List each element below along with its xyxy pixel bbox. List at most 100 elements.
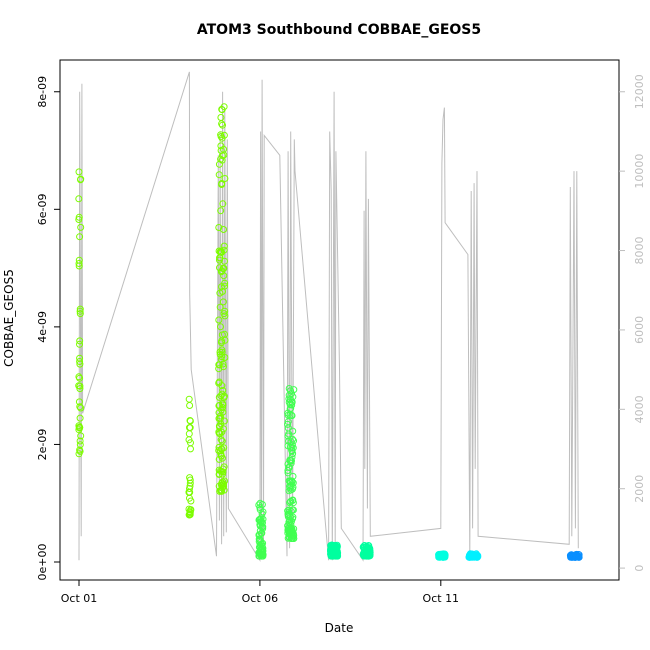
data-point (186, 482, 194, 490)
data-point (218, 152, 226, 160)
data-point (215, 393, 223, 401)
data-point (219, 425, 227, 433)
x-axis-label: Date (325, 621, 354, 635)
data-point (440, 553, 448, 561)
data-point (77, 404, 85, 412)
data-point (215, 455, 223, 463)
data-point (219, 298, 227, 306)
data-point (76, 233, 84, 241)
data-point (220, 444, 228, 452)
data-point (218, 346, 226, 354)
data-point (220, 272, 228, 280)
right-tick-label: 4000 (633, 395, 646, 423)
data-point (75, 213, 83, 221)
data-point (76, 437, 84, 445)
data-point (218, 479, 226, 487)
data-point (217, 155, 225, 163)
data-point (287, 457, 294, 465)
data-point (215, 379, 223, 387)
data-point (215, 316, 223, 324)
data-point (256, 535, 264, 543)
data-point (218, 353, 226, 361)
data-point (255, 516, 263, 524)
data-point (256, 549, 263, 557)
data-point (186, 494, 193, 502)
data-point (186, 424, 194, 432)
right-tick-label: 10000 (633, 154, 646, 189)
data-point (287, 387, 294, 395)
data-point (333, 544, 341, 552)
data-point (217, 268, 225, 276)
right-tick-label: 0 (633, 565, 646, 572)
data-point (220, 242, 228, 250)
data-point (215, 470, 223, 478)
data-point (219, 386, 227, 394)
right-tick-label: 6000 (633, 316, 646, 344)
data-point (215, 224, 223, 231)
data-point (284, 432, 292, 440)
data-point (364, 552, 372, 560)
data-point (290, 534, 298, 542)
data-point (186, 402, 194, 409)
data-point (76, 414, 84, 422)
data-point (219, 200, 227, 208)
data-point (217, 131, 225, 139)
data-point (287, 498, 295, 506)
data-point (186, 508, 194, 516)
data-point (76, 403, 84, 411)
data-point (187, 445, 194, 453)
data-point (76, 310, 84, 318)
data-point (284, 424, 292, 432)
data-point (76, 360, 84, 368)
data-point (215, 414, 223, 422)
y-tick-label: 6e-09 (36, 193, 49, 225)
data-point (219, 408, 227, 416)
data-point (575, 551, 583, 558)
data-point (217, 436, 225, 444)
data-point (567, 551, 575, 559)
data-point (287, 482, 295, 490)
data-point (567, 553, 575, 561)
data-point (186, 417, 194, 425)
data-point (75, 195, 83, 203)
data-point (287, 521, 295, 529)
data-point (219, 404, 227, 411)
data-point (75, 450, 83, 458)
data-point (258, 501, 266, 508)
data-point (288, 444, 296, 452)
data-point (287, 404, 295, 412)
data-point (185, 395, 193, 403)
data-point (217, 207, 225, 215)
data-point (76, 441, 84, 449)
data-point (332, 548, 340, 555)
data-point (288, 441, 296, 449)
data-point (215, 361, 223, 369)
data-point (218, 437, 226, 445)
data-point (220, 480, 228, 488)
data-point (287, 524, 295, 532)
data-point (220, 482, 228, 490)
data-point (221, 175, 229, 182)
x-tick-label: Oct 01 (61, 592, 98, 605)
data-point (220, 226, 227, 233)
data-point (285, 506, 293, 514)
data-point (288, 453, 296, 461)
data-point (258, 529, 266, 537)
data-point (328, 547, 336, 555)
data-point (290, 386, 298, 394)
data-point (215, 160, 223, 168)
data-point (288, 485, 296, 493)
data-point (217, 114, 225, 121)
data-point (217, 452, 225, 460)
chart-title: ATOM3 Southbound COBBAE_GEOS5 (197, 22, 481, 38)
right-tick-label: 8000 (633, 237, 646, 265)
data-point (76, 374, 84, 382)
data-point (218, 348, 226, 356)
data-point (76, 358, 84, 365)
data-point (218, 134, 226, 142)
data-point (215, 365, 223, 373)
y-tick-label: 0e+00 (36, 544, 49, 581)
data-point (77, 223, 85, 231)
data-point (333, 552, 341, 560)
